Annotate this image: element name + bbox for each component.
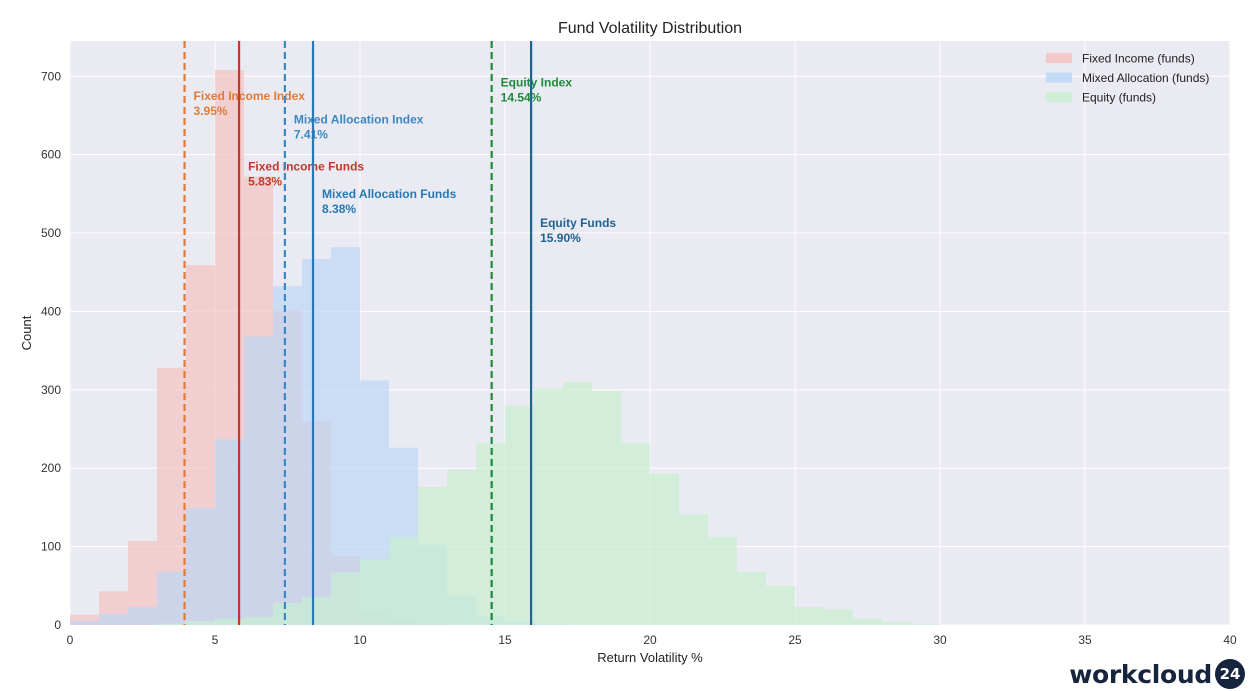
- y-tick-label: 700: [41, 69, 61, 83]
- reference-line-value: 5.83%: [248, 174, 282, 188]
- bar-series-2: [302, 596, 331, 625]
- bar-series-1: [302, 258, 331, 625]
- y-axis-label: Count: [19, 315, 34, 350]
- bar-series-2: [708, 537, 737, 625]
- bar-series-2: [882, 621, 911, 625]
- y-tick-label: 200: [41, 461, 61, 475]
- y-tick-label: 100: [41, 540, 61, 554]
- bar-series-2: [476, 443, 505, 625]
- x-tick-label: 5: [212, 633, 219, 647]
- y-tick-label: 400: [41, 304, 61, 318]
- reference-line-value: 7.41%: [294, 127, 328, 141]
- chart-title: Fund Volatility Distribution: [558, 20, 742, 37]
- reference-line-label: Equity Index: [501, 75, 573, 89]
- legend-swatch: [1046, 92, 1072, 102]
- reference-line-value: 3.95%: [194, 104, 228, 118]
- bar-series-1: [157, 571, 186, 625]
- reference-line-label: Equity Funds: [540, 216, 616, 230]
- y-tick-label: 300: [41, 383, 61, 397]
- chart-legend: Fixed Income (funds) Mixed Allocation (fu…: [1046, 52, 1209, 105]
- bar-series-2: [331, 572, 360, 625]
- bar-series-2: [273, 603, 302, 625]
- bar-series-1: [244, 336, 273, 625]
- x-tick-label: 10: [353, 633, 367, 647]
- bar-series-2: [447, 469, 476, 625]
- y-axis-ticks: 0 100 200 300 400 500 600 700: [41, 69, 61, 632]
- logo-wordmark: workcloud: [1069, 659, 1212, 689]
- bar-series-2: [389, 537, 418, 625]
- reference-line-label: Mixed Allocation Funds: [322, 187, 457, 201]
- legend-label: Mixed Allocation (funds): [1082, 71, 1209, 85]
- bar-series-2: [853, 618, 882, 625]
- workcloud-logo: workcloud 24: [1069, 659, 1245, 689]
- reference-line-value: 14.54%: [501, 90, 542, 104]
- reference-line-label: Fixed Income Index: [194, 89, 306, 103]
- x-axis-label: Return Volatility %: [597, 650, 703, 665]
- bar-series-1: [128, 606, 157, 625]
- bar-series-2: [766, 585, 795, 625]
- bar-series-2: [650, 473, 679, 625]
- bar-series-2: [795, 606, 824, 625]
- bar-series-1: [273, 286, 302, 625]
- x-tick-label: 20: [643, 633, 657, 647]
- bar-series-2: [360, 559, 389, 625]
- bar-series-2: [186, 621, 215, 625]
- bar-series-2: [215, 618, 244, 625]
- legend-swatch: [1046, 72, 1072, 83]
- bar-series-2: [824, 609, 853, 625]
- x-tick-label: 15: [498, 633, 512, 647]
- reference-line-value: 15.90%: [540, 231, 581, 245]
- bar-series-2: [737, 571, 766, 625]
- bar-series-2: [621, 443, 650, 625]
- x-tick-label: 30: [933, 633, 947, 647]
- x-tick-label: 40: [1223, 633, 1237, 647]
- legend-swatch: [1046, 53, 1072, 63]
- bar-series-2: [157, 623, 186, 625]
- bar-series-2: [592, 391, 621, 625]
- bar-series-2: [505, 405, 534, 625]
- reference-line-label: Fixed Income Funds: [248, 159, 364, 173]
- bar-series-2: [911, 624, 940, 625]
- x-tick-label: 35: [1078, 633, 1092, 647]
- bar-series-0: [70, 614, 99, 625]
- x-tick-label: 25: [788, 633, 802, 647]
- legend-label: Fixed Income (funds): [1082, 52, 1195, 66]
- logo-badge-icon: 24: [1215, 659, 1245, 689]
- bar-series-2: [534, 388, 563, 625]
- bar-series-1: [99, 614, 128, 625]
- bar-series-1: [331, 247, 360, 625]
- x-tick-label: 0: [67, 633, 74, 647]
- y-tick-label: 600: [41, 148, 61, 162]
- legend-label: Equity (funds): [1082, 91, 1156, 105]
- bar-series-2: [418, 487, 447, 625]
- bar-series-2: [244, 617, 273, 625]
- bar-series-1: [186, 508, 215, 625]
- reference-line-value: 8.38%: [322, 202, 356, 216]
- y-tick-label: 0: [54, 618, 61, 632]
- bar-series-2: [679, 514, 708, 625]
- bar-series-2: [563, 381, 592, 625]
- x-axis-ticks: 0 5 10 15 20 25 30 35 40: [67, 633, 1237, 647]
- reference-line-label: Mixed Allocation Index: [294, 112, 424, 126]
- bar-series-1: [70, 621, 99, 625]
- y-tick-label: 500: [41, 226, 61, 240]
